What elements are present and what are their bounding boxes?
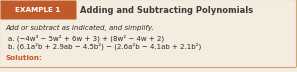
Bar: [1, 1, 76, 19]
Text: Adding and Subtracting Polynomials: Adding and Subtracting Polynomials: [80, 6, 253, 15]
Text: b. (6.1a²b + 2.9ab − 4.5b²) − (2.6a²b − 4.1ab + 2.1b²): b. (6.1a²b + 2.9ab − 4.5b²) − (2.6a²b − …: [8, 43, 201, 50]
Text: Add or subtract as indicated, and simplify.: Add or subtract as indicated, and simpli…: [5, 25, 154, 31]
Text: Solution:: Solution:: [5, 55, 42, 61]
FancyBboxPatch shape: [1, 1, 77, 20]
Text: EXAMPLE 1: EXAMPLE 1: [15, 7, 61, 14]
FancyBboxPatch shape: [0, 0, 296, 68]
Text: a. (−4w³ − 5w² + 6w + 3) + (8w² − 4w + 2): a. (−4w³ − 5w² + 6w + 3) + (8w² − 4w + 2…: [8, 34, 164, 41]
